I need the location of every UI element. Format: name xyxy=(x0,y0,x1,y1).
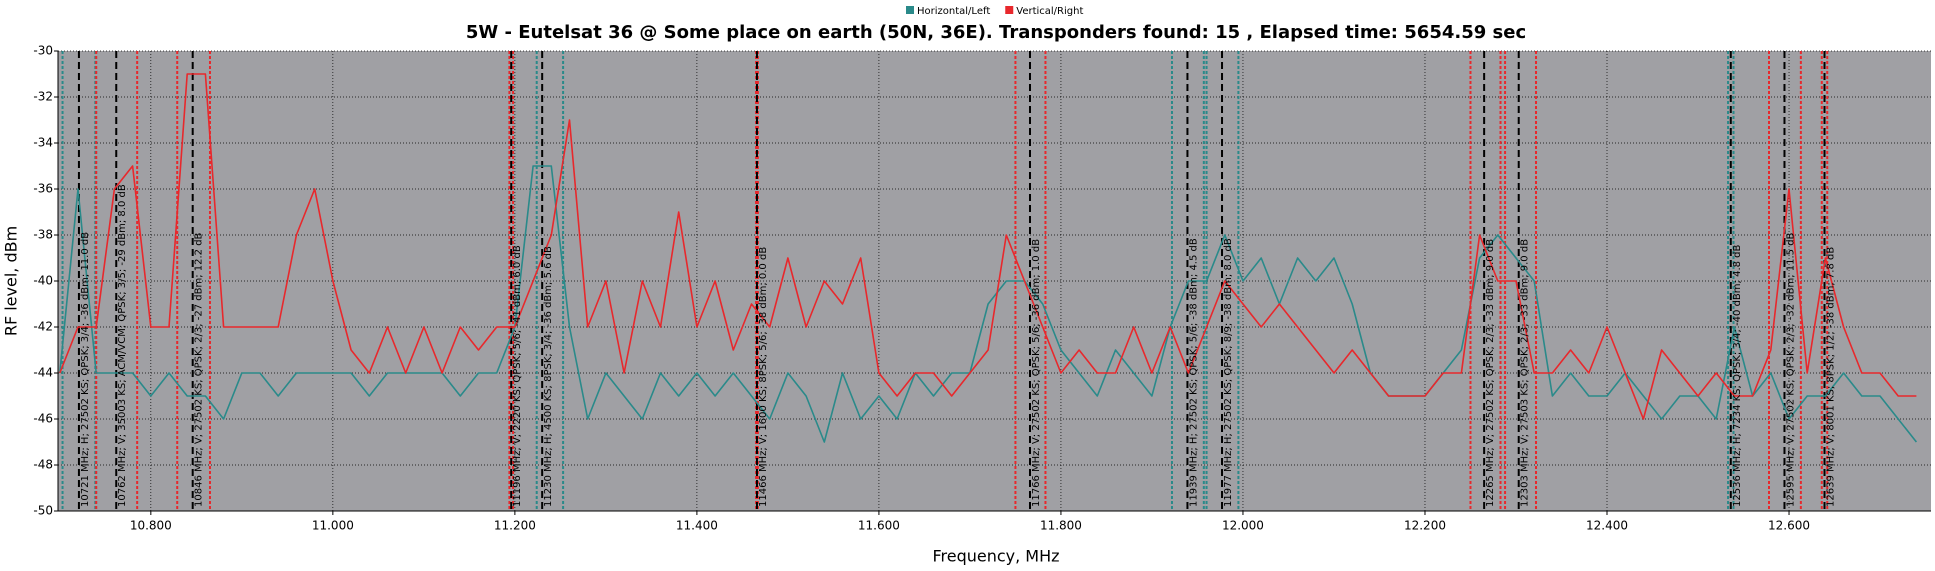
transponder-labels: 10721 MHz; H; 27502 KS; QPSK; 3/4; -36 d… xyxy=(80,184,1837,507)
legend-swatch[interactable] xyxy=(906,6,914,14)
transponder-label: 11977 MHz; H; 27502 KS; QPSK; 8/9; -38 d… xyxy=(1223,238,1234,507)
x-tick-label: 11.200 xyxy=(494,519,536,533)
y-tick-label: -30 xyxy=(33,44,53,58)
series-line xyxy=(59,165,1918,443)
y-tick-label: -32 xyxy=(33,90,53,104)
transponder-label: 12595 MHz; V; 27502 KS; QPSK; 2/3; -32 d… xyxy=(1785,232,1796,507)
chart-title: 5W - Eutelsat 36 @ Some place on earth (… xyxy=(466,22,1526,43)
x-tick-label: 11.600 xyxy=(858,519,900,533)
y-tick-label: -36 xyxy=(33,182,53,196)
legend-label[interactable]: Vertical/Right xyxy=(1016,6,1083,17)
y-tick-label: -44 xyxy=(33,366,53,380)
y-axis-label: RF level, dBm xyxy=(2,226,21,336)
legend-swatch[interactable] xyxy=(1005,6,1014,14)
transponder-label: 11466 MHz; V; 1600 KS; 8PSK; 5/6; -38 dB… xyxy=(758,247,769,507)
y-tick-label: -48 xyxy=(33,458,53,472)
y-tick-label: -38 xyxy=(33,228,53,242)
legend-label[interactable]: Horizontal/Left xyxy=(917,6,990,17)
y-tick-label: -42 xyxy=(33,320,53,334)
x-tick-label: 10.800 xyxy=(130,519,172,533)
transponder-label: 10846 MHz; V; 27502 KS; QPSK; 2/3; -27 d… xyxy=(194,232,205,507)
transponder-label: 12303 MHz; V; 27503 KS; QPSK; 2/3; -33 d… xyxy=(1520,239,1531,507)
transponder-label: 12536 MHz; H; 7234 KS; QPSK; 3/4; -40 dB… xyxy=(1732,244,1743,507)
x-tick-label: 11.000 xyxy=(312,519,354,533)
transponder-label: 11196 MHz; V; 2220 KS; QPSK; 5/6; -41 dB… xyxy=(512,245,523,507)
x-axis-label: Frequency, MHz xyxy=(932,547,1059,566)
x-tick-label: 11.800 xyxy=(1040,519,1082,533)
y-tick-label: -50 xyxy=(33,504,53,518)
transponder-label: 11939 MHz; H; 27502 KS; QPSK; 5/6; -38 d… xyxy=(1188,238,1199,507)
x-tick-label: 12.200 xyxy=(1404,519,1446,533)
series-lines xyxy=(59,73,1918,443)
y-tick-label: -46 xyxy=(33,412,53,426)
legend[interactable]: Horizontal/Left Vertical/Right xyxy=(906,6,1083,17)
transponder-label: 12639 MHz; V; 8001 KS; 8PSK; 1/2; -38 dB… xyxy=(1826,247,1837,507)
transponder-label: 10762 MHz; V; 35003 KS; ACM/VCM; QPSK; 3… xyxy=(117,184,128,507)
transponder-label: 10721 MHz; H; 27502 KS; QPSK; 3/4; -36 d… xyxy=(80,232,91,507)
grid xyxy=(58,50,1931,512)
y-tick-label: -34 xyxy=(33,136,53,150)
y-tick-label: -40 xyxy=(33,274,53,288)
transponder-label: 12265 MHz; V; 27502 KS; QPSK; 2/3; -33 d… xyxy=(1485,239,1496,507)
series-line xyxy=(59,73,1917,420)
x-tick-label: 12.400 xyxy=(1586,519,1628,533)
x-tick-label: 11.400 xyxy=(676,519,718,533)
transponder-label: 11230 MHz; H; 4500 KS; 8PSK; 3/4; -36 dB… xyxy=(543,246,554,507)
x-tick-label: 12.600 xyxy=(1768,519,1810,533)
x-tick-label: 12.000 xyxy=(1222,519,1264,533)
transponder-label: 11766 MHz; V; 27502 KS; QPSK; 5/6; -36 d… xyxy=(1031,239,1042,507)
